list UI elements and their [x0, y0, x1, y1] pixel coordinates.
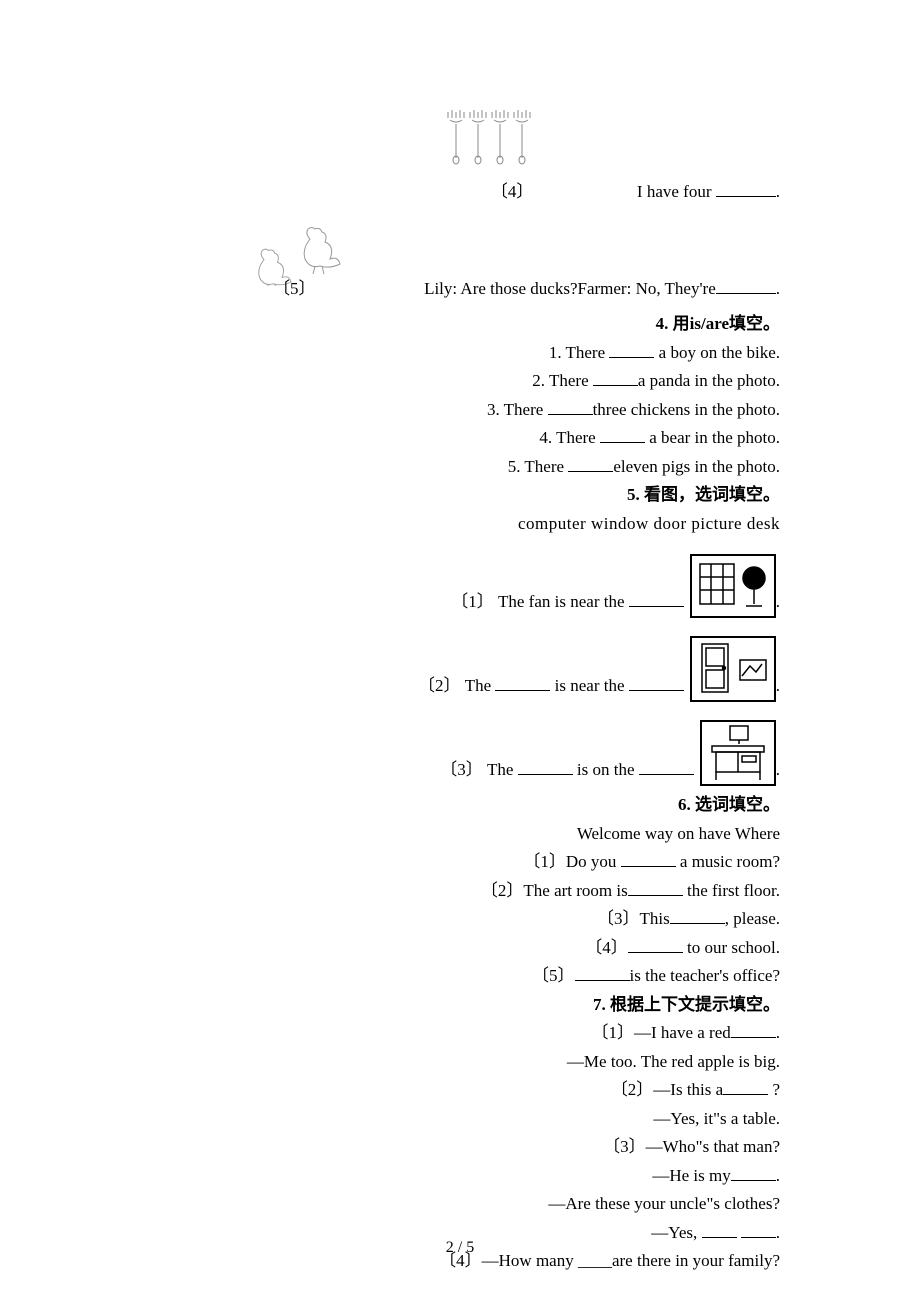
blank — [575, 964, 630, 981]
section-5-title: 5. 看图，选词填空。 — [140, 482, 780, 508]
blank — [716, 277, 776, 294]
s7-line-2: —Me too. The red apple is big. — [140, 1049, 780, 1075]
s6-item-3: 〔3〕This, please. — [140, 906, 780, 932]
s5-item-1: 〔1〕 The fan is near the . — [140, 554, 780, 618]
s4-item-2: 2. There a panda in the photo. — [140, 368, 780, 394]
s4-item-3: 3. There three chickens in the photo. — [140, 397, 780, 423]
window-fan-icon — [690, 554, 776, 618]
blank — [609, 341, 654, 358]
s6-item-4: 〔4〕 to our school. — [140, 935, 780, 961]
blank — [628, 879, 683, 896]
s7-line-1: 〔1〕—I have a red. — [140, 1020, 780, 1046]
blank — [621, 850, 676, 867]
s7-line-4: —Yes, it"s a table. — [140, 1106, 780, 1132]
blank — [731, 1164, 776, 1181]
s5-item-3: 〔3〕 The is on the . — [140, 720, 780, 786]
blank — [716, 180, 776, 197]
blank — [741, 1221, 776, 1238]
section-7-title: 7. 根据上下文提示填空。 — [140, 992, 780, 1018]
section-5-wordbank: computer window door picture desk — [140, 511, 780, 537]
item-text: I have four — [637, 182, 716, 201]
question-5-chickens: 〔5〕 Lily: Are those ducks?Farmer: No, Th… — [140, 276, 780, 302]
blank — [629, 674, 684, 691]
forks-illustration — [440, 110, 780, 173]
s5-item-2: 〔2〕 The is near the . — [140, 636, 780, 702]
blank — [731, 1021, 776, 1038]
s4-item-4: 4. There a bear in the photo. — [140, 425, 780, 451]
blank — [518, 758, 573, 775]
blank — [600, 426, 645, 443]
blank — [568, 455, 613, 472]
item-text: Lily: Are those ducks?Farmer: No, They'r… — [424, 279, 716, 298]
blank — [548, 398, 593, 415]
blank — [723, 1078, 768, 1095]
item-num: 〔5〕 — [273, 279, 316, 298]
s6-item-1: 〔1〕Do you a music room? — [140, 849, 780, 875]
blank — [628, 936, 683, 953]
page-number: 2 / 5 — [0, 1239, 920, 1257]
blank — [495, 674, 550, 691]
blank — [639, 758, 694, 775]
section-6-wordbank: Welcome way on have Where — [140, 821, 780, 847]
question-4-forks: 〔4〕 I have four . — [140, 179, 780, 205]
s7-line-6: —He is my. — [140, 1163, 780, 1189]
item-num: 〔4〕 — [491, 182, 534, 201]
blank — [593, 369, 638, 386]
s7-line-5: 〔3〕—Who"s that man? — [140, 1134, 780, 1160]
s6-item-5: 〔5〕is the teacher's office? — [140, 963, 780, 989]
s4-item-1: 1. There a boy on the bike. — [140, 340, 780, 366]
section-4-title: 4. 用is/are填空。 — [140, 311, 780, 337]
blank — [629, 590, 684, 607]
s7-line-7: —Are these your uncle"s clothes? — [140, 1191, 780, 1217]
section-6-title: 6. 选词填空。 — [140, 792, 780, 818]
blank — [670, 907, 725, 924]
blank — [702, 1221, 737, 1238]
computer-desk-icon — [700, 720, 776, 786]
s4-item-5: 5. There eleven pigs in the photo. — [140, 454, 780, 480]
s6-item-2: 〔2〕The art room is the first floor. — [140, 878, 780, 904]
door-picture-icon — [690, 636, 776, 702]
s7-line-3: 〔2〕—Is this a ? — [140, 1077, 780, 1103]
